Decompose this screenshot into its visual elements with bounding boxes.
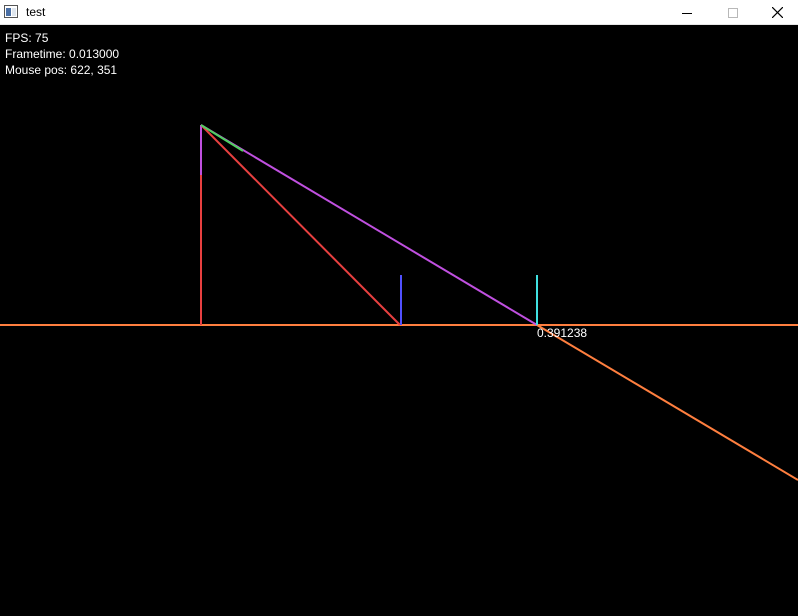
fps-label: FPS: [5,31,32,45]
ray-extension-line [536,324,798,481]
fps-value: 75 [35,31,49,45]
scene-drawing [0,124,798,481]
frametime-readout: Frametime: 0.013000 [5,47,119,61]
mouse-pos-value: 622, 351 [70,63,118,77]
maximize-icon [728,7,738,18]
mouse-pos-readout: Mouse pos: 622, 351 [5,63,117,77]
app-window-icon [4,5,18,18]
magenta-diagonal-line [200,124,538,326]
close-button[interactable] [756,0,798,25]
minimize-button[interactable] [664,0,710,25]
frametime-label: Frametime: [5,47,66,61]
close-icon [771,7,783,18]
title-bar[interactable]: test [0,0,798,25]
window-title: test [26,5,46,19]
render-canvas[interactable]: FPS: 75 Frametime: 0.013000 Mouse pos: 6… [0,25,798,616]
mouse-pos-label: Mouse pos: [5,63,68,77]
red-diagonal-line [200,124,401,326]
intersection-value-label: 0.391238 [537,326,588,340]
green-segment [200,124,244,152]
minimize-icon [682,8,692,18]
maximize-button[interactable] [710,0,756,25]
fps-readout: FPS: 75 [5,31,48,45]
frametime-value: 0.013000 [69,47,120,61]
